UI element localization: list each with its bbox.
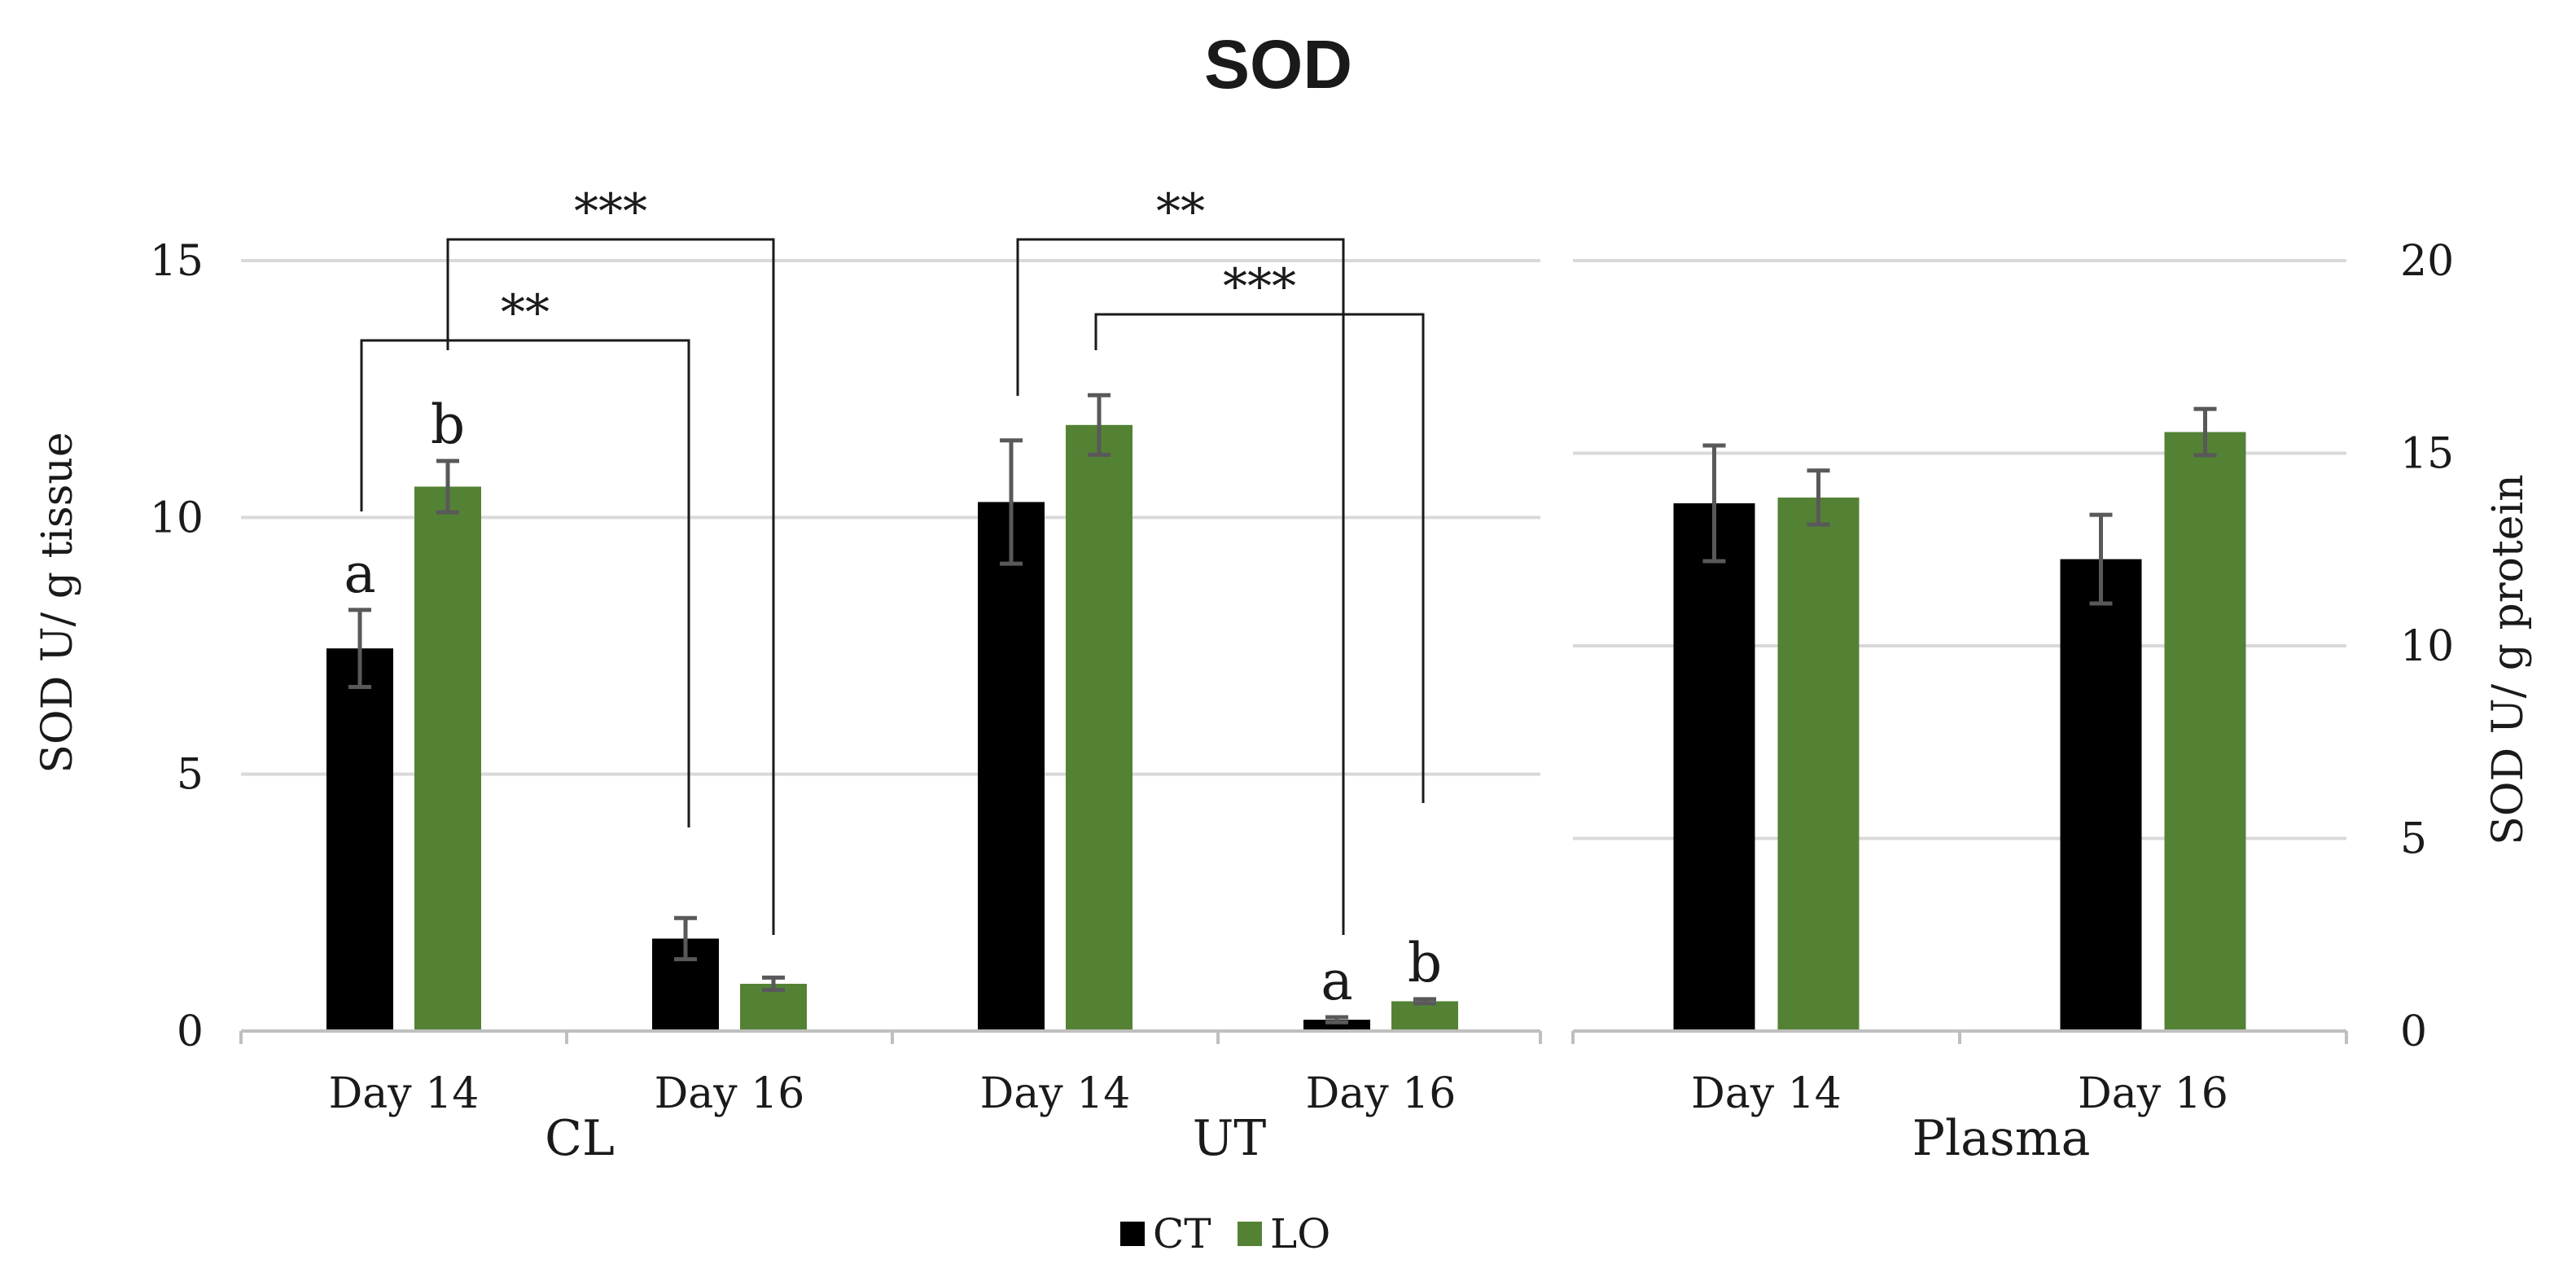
- right-tick-label: 5: [2400, 815, 2427, 864]
- significance-letter: b: [431, 393, 465, 456]
- gridlines: [241, 259, 2346, 840]
- bar-plasma-ct: [1673, 502, 1755, 1031]
- legend-label-ct: CT: [1153, 1210, 1211, 1257]
- legend-label-lo: LO: [1270, 1210, 1330, 1257]
- category-label: Day 14: [1691, 1069, 1842, 1118]
- significance-bracket: [1094, 313, 1425, 803]
- left-axis-title: SOD U/ g tissue: [33, 432, 82, 773]
- legend-swatch-lo: [1238, 1222, 1262, 1246]
- category-label: Day 14: [980, 1069, 1131, 1118]
- group-label-ut: UT: [1193, 1110, 1267, 1167]
- significance-stars: **: [501, 284, 550, 341]
- bar-cl-lo: [414, 486, 481, 1031]
- significance-bracket: [1016, 238, 1345, 935]
- left-tick-label: 15: [150, 237, 204, 286]
- bar-ut-lo: [1391, 1001, 1458, 1031]
- legend-swatch-ct: [1120, 1222, 1145, 1246]
- significance-bracket: [446, 238, 775, 935]
- group-label-plasma: Plasma: [1912, 1110, 2091, 1167]
- category-label: Day 16: [1306, 1069, 1457, 1118]
- chart-title: SOD: [1204, 26, 1352, 103]
- significance-stars: ***: [574, 183, 647, 240]
- significance-stars: **: [1156, 183, 1205, 240]
- significance-letter: a: [344, 542, 375, 605]
- bar-ut-ct: [1303, 1020, 1370, 1031]
- category-label: Day 16: [655, 1069, 805, 1118]
- right-tick-label: 15: [2400, 430, 2454, 479]
- bar-plasma-ct: [2060, 559, 2142, 1031]
- significance-stars: ***: [1223, 258, 1296, 315]
- bar-plasma-lo: [1777, 497, 1860, 1031]
- bar-cl-ct: [326, 648, 393, 1031]
- significance-letter: a: [1321, 950, 1352, 1012]
- category-label: Day 14: [329, 1069, 480, 1118]
- right-axis-title: SOD U/ g protein: [2484, 474, 2533, 845]
- right-tick-label: 0: [2400, 1007, 2427, 1056]
- bars: [326, 393, 2246, 1031]
- bar-ut-ct: [978, 502, 1045, 1031]
- left-tick-label: 0: [177, 1007, 204, 1056]
- significance-bracket: [360, 339, 690, 827]
- bar-ut-lo: [1066, 424, 1132, 1031]
- axes: [239, 1029, 2348, 1044]
- right-tick-label: 10: [2400, 622, 2454, 671]
- right-tick-label: 20: [2400, 237, 2454, 286]
- significance-letter: b: [1408, 932, 1442, 994]
- legend: CT LO: [1120, 1210, 1330, 1257]
- significance-brackets: ***** *****: [360, 183, 1425, 935]
- group-label-cl: CL: [545, 1110, 615, 1167]
- left-tick-label: 10: [150, 494, 204, 542]
- category-label: Day 16: [2078, 1069, 2228, 1118]
- bar-plasma-lo: [2164, 432, 2246, 1031]
- left-tick-label: 5: [177, 751, 204, 800]
